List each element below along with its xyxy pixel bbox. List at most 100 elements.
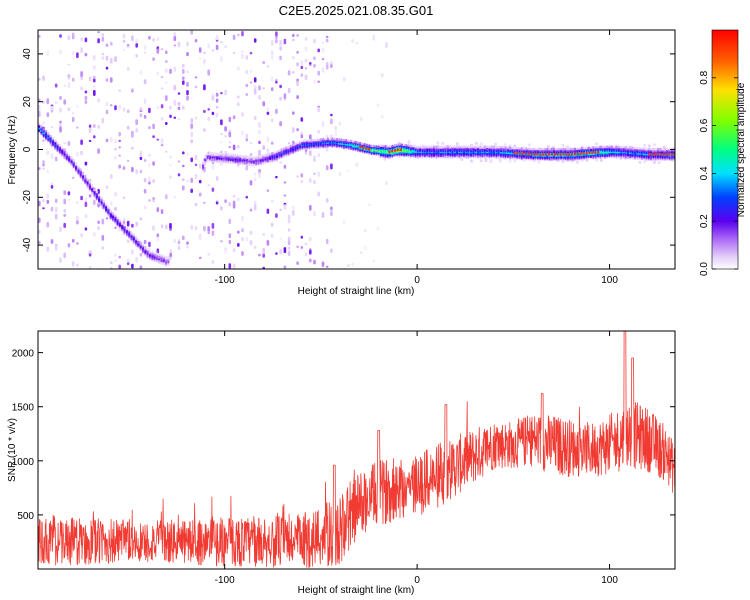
heatmap-cell (177, 41, 181, 48)
heatmap-cell (270, 76, 274, 82)
heatmap-cell (249, 141, 253, 145)
heatmap-cell (557, 147, 560, 151)
heatmap-cell (309, 62, 312, 65)
heatmap-cell (128, 228, 131, 232)
heatmap-cell (511, 146, 514, 150)
heatmap-cell (126, 239, 130, 243)
heatmap-cell (330, 64, 333, 69)
heatmap-ridge-core (516, 152, 519, 155)
heatmap-cell (42, 127, 45, 131)
heatmap-cell (144, 245, 147, 249)
heatmap-cell (643, 143, 647, 147)
heatmap-cell (312, 138, 315, 142)
heatmap-cell (648, 144, 652, 148)
heatmap-cell (114, 206, 117, 211)
heatmap-ridge-core (545, 153, 548, 156)
heatmap-cell (190, 131, 193, 138)
heatmap-cell (131, 131, 134, 138)
heatmap-cell (325, 61, 329, 65)
heatmap-cell (368, 203, 371, 206)
heatmap-cell (258, 95, 261, 100)
heatmap-cell (636, 146, 639, 150)
heatmap-ridge-core (576, 152, 580, 155)
heatmap-cell (575, 160, 579, 164)
heatmap-cell (308, 139, 311, 142)
heatmap-ridge-core (594, 151, 597, 154)
heatmap-cell (63, 84, 66, 87)
heatmap-cell (460, 145, 463, 148)
heatmap-cell (301, 139, 304, 143)
heatmap-cell (325, 35, 329, 39)
heatmap-cell (287, 240, 291, 246)
heatmap-ridge-core (648, 153, 651, 156)
heatmap-cell (190, 30, 193, 35)
snr-y-tick-label: 500 (17, 511, 34, 522)
heatmap-cell (126, 109, 130, 113)
heatmap-cell (63, 252, 66, 259)
heatmap-cell (42, 207, 45, 210)
heatmap-cell (211, 230, 215, 236)
heatmap-cell (321, 67, 325, 73)
heatmap-cell (107, 206, 110, 209)
heatmap-cell (595, 158, 599, 162)
heatmap-cell (152, 123, 155, 130)
heatmap-cell (266, 189, 270, 192)
colorbar-ticks: 0.0 0.2 0.4 0.6 0.8 (699, 70, 738, 276)
heatmap-cell (165, 95, 168, 101)
heatmap-cell (391, 144, 394, 148)
heatmap-cell (232, 195, 236, 198)
heatmap-cell (241, 228, 244, 233)
heatmap-cell (249, 153, 253, 156)
heatmap-cell (67, 82, 71, 89)
heatmap-cell (238, 154, 242, 158)
heatmap-cell (165, 81, 168, 84)
heatmap-cell (156, 248, 160, 254)
heatmap-cell (631, 146, 634, 150)
heatmap-cell (279, 39, 282, 46)
heatmap-ridge-core (368, 148, 371, 151)
heatmap-cell (506, 146, 509, 149)
heatmap-cell (118, 104, 121, 110)
heatmap-cell (296, 245, 299, 249)
heatmap-cell (304, 58, 308, 63)
heatmap-cell (67, 141, 71, 146)
heatmap-cell (345, 139, 348, 142)
heatmap-cell (432, 145, 436, 148)
heatmap-cell (165, 256, 168, 259)
heatmap-cell (228, 263, 232, 269)
heatmap-cell (385, 181, 388, 186)
heatmap-cell (148, 241, 151, 247)
heatmap-ridge-core (519, 152, 522, 155)
heatmap-cell (296, 34, 299, 37)
heatmap-cell (300, 73, 304, 77)
heatmap-cell (86, 177, 89, 181)
heatmap-cell (84, 90, 88, 94)
heatmap-cell (439, 145, 442, 148)
heatmap-cell (253, 173, 257, 176)
heatmap-cell (54, 213, 58, 220)
heatmap-cell (98, 193, 101, 197)
heatmap-cell (548, 147, 551, 151)
heatmap-cell (305, 139, 309, 142)
snr-x-axis-label: Height of straight line (km) (298, 585, 415, 596)
heatmap-cell (321, 47, 325, 53)
heatmap-cell (93, 65, 96, 70)
heatmap-cell (279, 208, 282, 211)
heatmap-cell (155, 252, 158, 256)
heatmap-ridge-core (533, 153, 536, 156)
heatmap-ridge-core (582, 152, 585, 155)
heatmap-ridge-core (585, 151, 588, 155)
heatmap-cell (361, 142, 364, 145)
heatmap-cell (71, 50, 75, 56)
heatmap-cell (194, 226, 198, 231)
heatmap-cell (123, 223, 126, 227)
heatmap-cell (296, 80, 299, 87)
heatmap-cell (364, 228, 367, 233)
heatmap-cell (114, 139, 117, 144)
heatmap-cell (54, 206, 58, 213)
heatmap-cell (203, 84, 206, 91)
heatmap-cell (610, 145, 613, 148)
heatmap-cell (143, 178, 147, 183)
heatmap-cell (76, 105, 79, 108)
heatmap-cell (207, 226, 210, 232)
